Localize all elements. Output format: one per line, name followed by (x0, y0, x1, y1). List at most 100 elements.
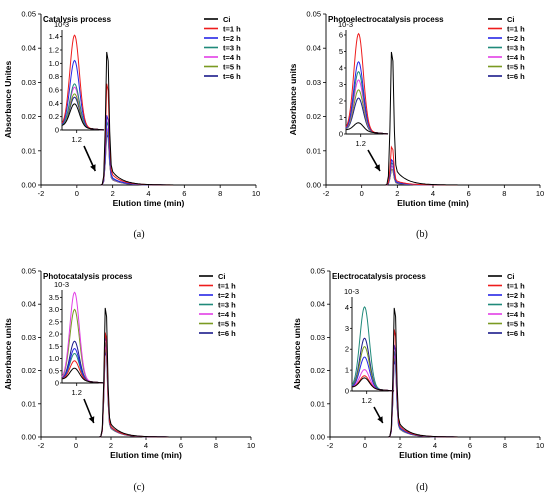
inset-y-tick-label: 0 (339, 130, 343, 139)
inset-chart: 10-3 0 0.2 0.4 0.6 0.8 1.0 1.2 1.4 1.2 (49, 20, 105, 144)
inset-exponent-label: 10-3 (54, 20, 69, 29)
legend-label: t=4 h (223, 53, 241, 62)
legend-label: t=3 h (507, 43, 525, 52)
inset-y-tick-label: 3 (339, 80, 343, 89)
inset-y-tick-label: 2.0 (49, 330, 59, 339)
legend-label: Ci (223, 15, 231, 24)
x-tick-label: 10 (536, 189, 544, 198)
chart-panel-2: 0.000.010.020.030.040.05-2 0 2 4 6 8 10Elution… (288, 10, 544, 209)
y-tick-label: 0.01 (21, 399, 36, 408)
inset-x-tick-label: 1.2 (71, 135, 81, 144)
panel-title: Photoelectrocatalysis process (328, 15, 444, 24)
inset-y-tick-label: 2 (345, 345, 349, 354)
legend-label: t=3 h (218, 300, 236, 309)
inset-y-tick-label: 6 (339, 30, 343, 39)
x-axis-title: Elution time (min) (113, 198, 185, 208)
inset-series-line (346, 122, 389, 135)
y-tick-label: 0.02 (21, 112, 36, 121)
legend-label: t=1 h (507, 24, 525, 33)
y-tick-label: 0.01 (21, 146, 36, 155)
inset-series-line (61, 103, 105, 131)
panel-title: Electrocatalysis process (332, 272, 426, 281)
caption-d: (d) (416, 482, 428, 493)
x-tick-label: 0 (74, 441, 78, 450)
y-tick-label: 0.02 (21, 366, 36, 375)
x-tick-label: 10 (247, 441, 255, 450)
y-tick-label: 0.05 (21, 267, 36, 276)
x-axis-title: Elution time (min) (397, 198, 469, 208)
legend-label: t=5 h (507, 319, 525, 328)
inset-chart: 10-3 0 1 2 3 4 5 6 1.2 (338, 20, 389, 148)
legend-label: Ci (507, 272, 515, 281)
inset-y-tick-label: 0.8 (49, 72, 59, 81)
inset-y-tick-label: 5 (339, 47, 343, 56)
x-tick-label: 0 (75, 189, 79, 198)
panel-title: Photocatalysis process (43, 272, 133, 281)
x-tick-label: 0 (360, 189, 364, 198)
chart-panel-4: 0.000.010.020.030.040.05-2 0 2 4 6 8 10Elution… (292, 267, 544, 461)
x-tick-label: 2 (395, 189, 399, 198)
y-tick-label: 0.03 (306, 78, 321, 87)
y-tick-label: 0.03 (21, 78, 36, 87)
y-axis-title: Absorbance units (292, 318, 302, 390)
inset-chart: 10-3 0 0.5 1.0 1.5 2.0 2.5 3.0 3.5 1.2 (49, 280, 105, 397)
inset-y-tick-label: 1.4 (49, 32, 59, 41)
x-tick-label: 2 (111, 189, 115, 198)
legend-label: t=6 h (507, 72, 525, 81)
x-tick-label: 8 (214, 441, 218, 450)
y-tick-label: 0.02 (306, 112, 321, 121)
inset-y-tick-label: 0 (55, 126, 59, 135)
panel-title: Catalysis process (43, 15, 112, 24)
series-line-ci (76, 307, 251, 438)
chart-panel-1: 0.00 0.01 0.02 0.03 0.04 0.05 -2 0 2 4 6 8 10 Elution… (3, 10, 260, 209)
y-axis-title: Absorbance units (288, 63, 298, 135)
legend-label: t=6 h (223, 72, 241, 81)
x-axis-title: Elution time (min) (110, 450, 182, 460)
inset-y-tick-label: 1.2 (49, 46, 59, 55)
y-tick-label: 0.00 (21, 181, 36, 190)
y-tick-label: 0.03 (310, 333, 325, 342)
legend-label: t=4 h (218, 310, 236, 319)
series-line-ci (365, 307, 540, 438)
legend-label: t=5 h (218, 319, 236, 328)
inset-y-tick-label: 0.2 (49, 112, 59, 121)
x-tick-label: -2 (38, 189, 45, 198)
x-tick-label: 6 (467, 189, 471, 198)
chart-panel-3: 0.00 0.01 0.02 0.03 0.04 0.05 -2 0 2 4 6 8 10 Elution… (3, 267, 255, 461)
inset-chart: 10-3 0 1 2 3 4 1.2 (344, 287, 395, 405)
inset-y-tick-label: 2 (339, 96, 343, 105)
legend-label: t=4 h (507, 53, 525, 62)
caption-c: (c) (133, 482, 144, 493)
inset-y-tick-label: 0.5 (49, 366, 59, 375)
inset-x-tick-label: 1.2 (355, 139, 365, 148)
inset-arrow-head (374, 164, 380, 171)
x-tick-label: 4 (144, 441, 148, 450)
inset-y-tick-label: 1 (339, 113, 343, 122)
legend-label: t=6 h (218, 329, 236, 338)
y-tick-label: 0.00 (21, 433, 36, 442)
inset-y-tick-label: 0.6 (49, 86, 59, 95)
inset-x-tick-label: 1.2 (361, 396, 371, 405)
inset-arrow-head (90, 164, 96, 171)
caption-b: (b) (416, 229, 428, 240)
inset-x-tick-label: 1.2 (71, 388, 81, 397)
series-line-ci (76, 51, 256, 186)
y-tick-label: 0.04 (21, 300, 36, 309)
legend-label: Ci (507, 15, 515, 24)
inset-y-tick-label: 1.0 (49, 59, 59, 68)
legend-label: Ci (218, 272, 226, 281)
inset-y-tick-label: 3.5 (49, 293, 59, 302)
y-axis-title: Absorbance Unites (3, 60, 13, 138)
x-tick-label: 2 (398, 441, 402, 450)
y-tick-label: 0.00 (306, 181, 321, 190)
legend-label: t=5 h (223, 62, 241, 71)
y-tick-label: 0.00 (310, 433, 325, 442)
caption-a: (a) (133, 229, 144, 240)
legend-label: t=2 h (218, 291, 236, 300)
inset-y-tick-label: 0 (345, 387, 349, 396)
inset-arrow-head (377, 416, 383, 423)
y-tick-label: 0.05 (21, 10, 36, 19)
y-tick-label: 0.04 (306, 44, 321, 53)
legend-label: t=1 h (218, 281, 236, 290)
inset-y-tick-label: 1.0 (49, 354, 59, 363)
